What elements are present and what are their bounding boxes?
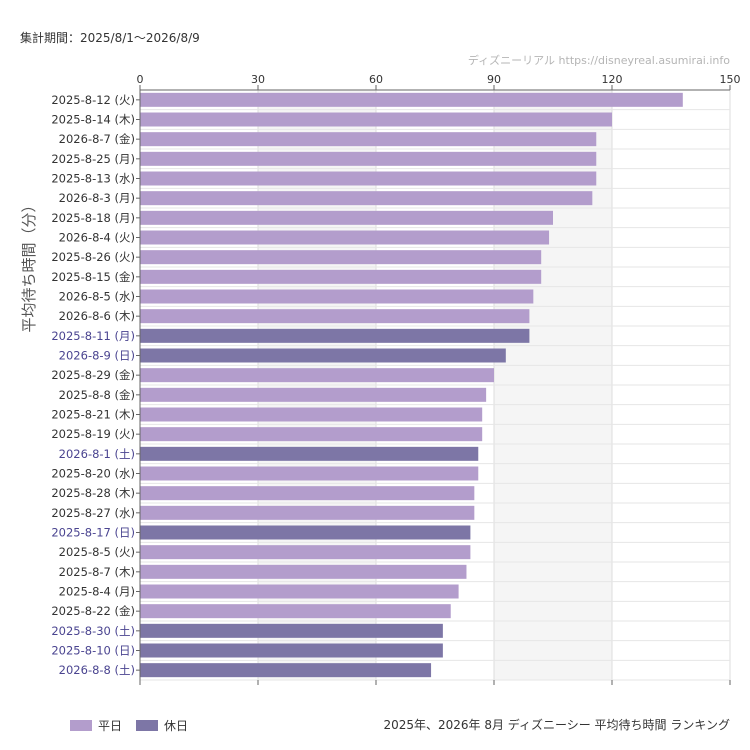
bar-weekday: [140, 407, 483, 422]
x-tick-label: 30: [251, 73, 265, 86]
category-label: 2026-8-5 (水): [59, 290, 135, 304]
period-label: 集計期間：2025/8/1～2026/8/9: [20, 31, 200, 45]
category-label: 2026-8-7 (金): [59, 132, 135, 146]
bar-weekday: [140, 191, 593, 206]
legend-label-holiday: 休日: [164, 719, 189, 733]
bar-weekday: [140, 210, 553, 225]
bar-weekday: [140, 584, 459, 599]
category-label: 2025-8-29 (金): [51, 368, 135, 382]
bar-weekday: [140, 466, 479, 481]
category-label: 2025-8-10 (日): [51, 644, 135, 658]
category-label: 2025-8-4 (月): [59, 585, 135, 599]
bar-weekday: [140, 545, 471, 560]
bar-weekday: [140, 132, 597, 147]
category-label: 2025-8-5 (火): [59, 545, 135, 559]
category-label: 2025-8-20 (水): [51, 467, 135, 481]
category-label: 2026-8-3 (月): [59, 191, 135, 205]
category-label: 2025-8-27 (水): [51, 506, 135, 520]
category-label: 2026-8-6 (木): [59, 309, 135, 323]
bar-weekday: [140, 309, 530, 324]
legend-item-holiday: 休日: [136, 717, 188, 734]
category-label: 2025-8-11 (月): [51, 329, 135, 343]
chart-bars: [140, 92, 683, 678]
bar-holiday: [140, 446, 479, 461]
bar-weekday: [140, 269, 542, 284]
bar-weekday: [140, 505, 475, 520]
bar-weekday: [140, 250, 542, 265]
y-axis-labels: 2025-8-12 (火) 2025-8-14 (木) 2026-8-7 (金) 20…: [51, 93, 140, 677]
category-label: 2025-8-26 (火): [51, 250, 135, 264]
x-tick-label: 120: [602, 73, 623, 86]
chart-grid: [139, 89, 731, 681]
bar-holiday: [140, 525, 471, 540]
legend-item-weekday: 平日: [70, 717, 122, 734]
legend-swatch-holiday: [136, 720, 159, 731]
bar-weekday: [140, 230, 550, 245]
bar-weekday: [140, 92, 683, 107]
category-label: 2025-8-8 (金): [59, 388, 135, 402]
bar-weekday: [140, 604, 451, 619]
bar-weekday: [140, 112, 612, 127]
bar-holiday: [140, 623, 443, 638]
category-label: 2025-8-7 (木): [59, 565, 135, 579]
category-label: 2025-8-18 (月): [51, 211, 135, 225]
bar-weekday: [140, 486, 475, 501]
category-label: 2025-8-25 (月): [51, 152, 135, 166]
y-axis-title: 平均待ち時間（分）: [20, 197, 38, 332]
legend: 平日 休日: [70, 717, 202, 734]
bar-holiday: [140, 348, 506, 363]
x-tick-label: 150: [720, 73, 741, 86]
category-label: 2025-8-28 (木): [51, 486, 135, 500]
category-label: 2026-8-1 (土): [59, 447, 135, 461]
category-label: 2026-8-4 (火): [59, 231, 135, 245]
chart-caption: 2025年、2026年 8月 ディズニーシー 平均待ち時間 ランキング: [383, 718, 730, 732]
category-label: 2025-8-15 (金): [51, 270, 135, 284]
category-label: 2026-8-8 (土): [59, 663, 135, 677]
bar-weekday: [140, 289, 534, 304]
category-label: 2025-8-14 (木): [51, 113, 135, 127]
bar-holiday: [140, 663, 432, 678]
bar-weekday: [140, 151, 597, 166]
bar-holiday: [140, 328, 530, 343]
x-tick-label: 60: [369, 73, 383, 86]
bar-weekday: [140, 564, 467, 579]
category-label: 2025-8-19 (火): [51, 427, 135, 441]
legend-swatch-weekday: [70, 720, 92, 731]
category-label: 2025-8-12 (火): [51, 93, 135, 107]
category-label: 2026-8-9 (日): [59, 349, 135, 363]
legend-label-weekday: 平日: [98, 719, 123, 733]
bar-weekday: [140, 171, 597, 186]
site-credit: ディズニーリアル https://disneyreal.asumirai.inf…: [467, 54, 730, 67]
bar-weekday: [140, 387, 487, 402]
category-label: 2025-8-13 (水): [51, 172, 135, 186]
bar-holiday: [140, 643, 443, 658]
bar-weekday: [140, 427, 483, 442]
category-label: 2025-8-21 (木): [51, 408, 135, 422]
x-tick-label: 90: [487, 73, 501, 86]
category-label: 2025-8-22 (金): [51, 604, 135, 618]
category-label: 2025-8-17 (日): [51, 526, 135, 540]
category-label: 2025-8-30 (土): [51, 624, 135, 638]
bar-weekday: [140, 368, 494, 383]
x-tick-label: 0: [137, 73, 144, 86]
x-axis-ticks: 0 30 60 90 120 150: [137, 73, 741, 685]
